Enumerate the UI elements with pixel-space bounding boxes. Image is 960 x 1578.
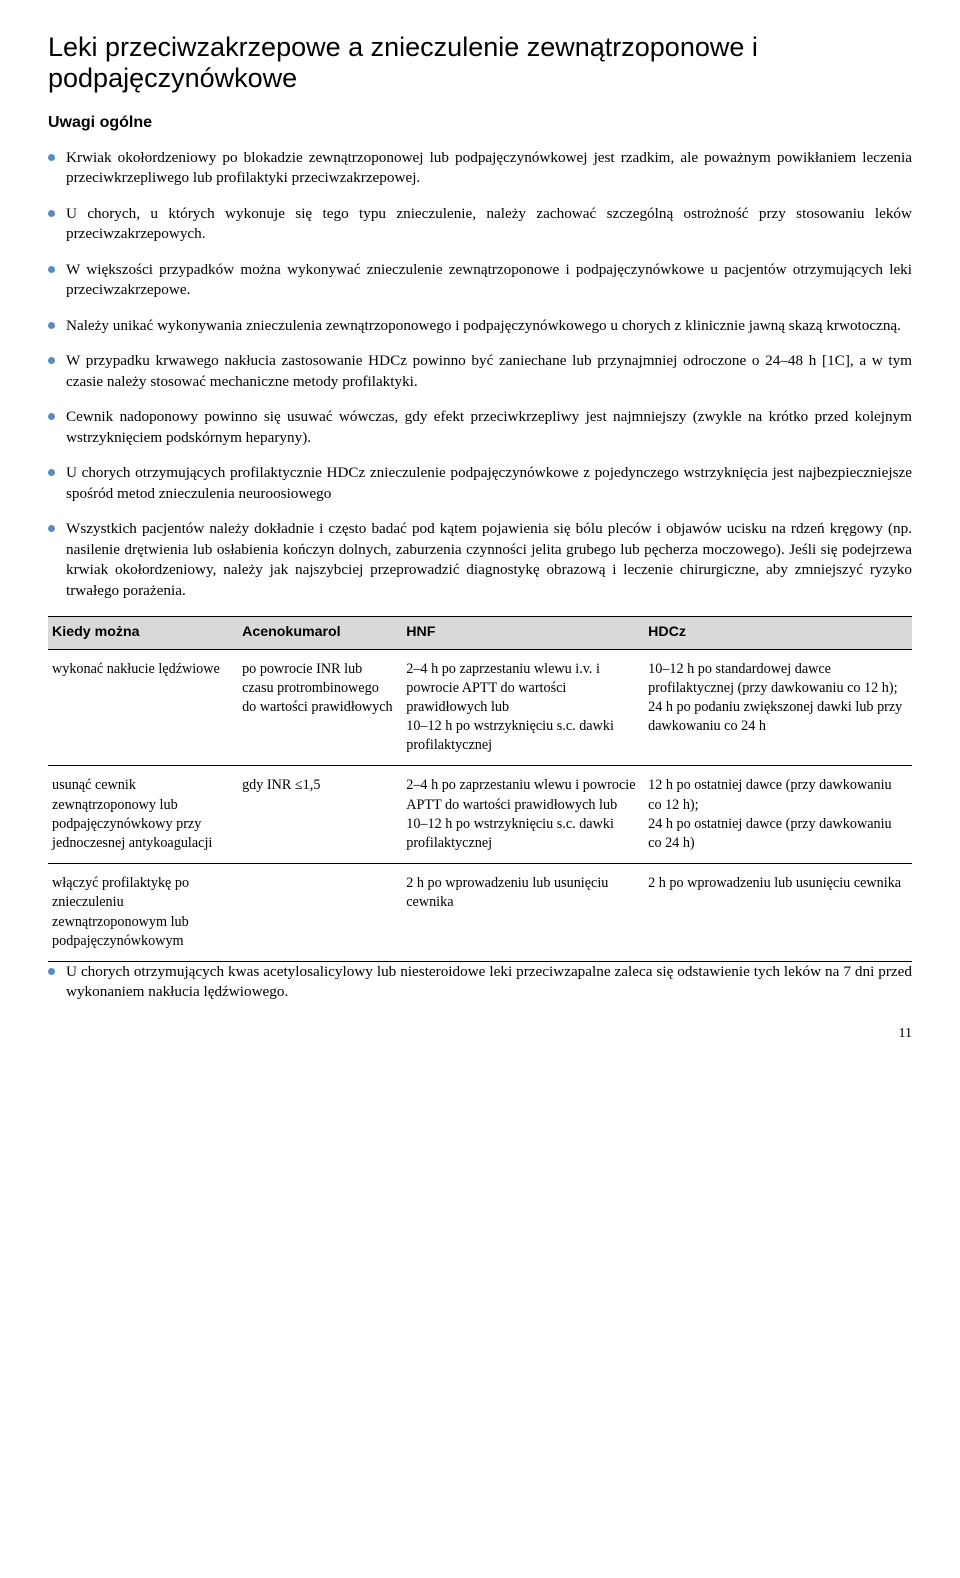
- general-remarks-list: Krwiak okołordzeniowy po blokadzie zewną…: [48, 148, 912, 602]
- table-header: Kiedy można: [48, 617, 238, 649]
- table-cell: po powrocie INR lub czasu protrombinoweg…: [238, 649, 402, 766]
- table-header: HDCz: [644, 617, 912, 649]
- timing-table: Kiedy można Acenokumarol HNF HDCz wykona…: [48, 616, 912, 961]
- list-item: Wszystkich pacjentów należy dokładnie i …: [48, 519, 912, 601]
- list-item: U chorych otrzymujących kwas acetylosali…: [48, 962, 912, 1003]
- table-cell: 2 h po wprowadzeniu lub usunięciu cewnik…: [644, 864, 912, 962]
- table-row: usunąć cewnik zewnątrzoponowy lub podpaj…: [48, 766, 912, 864]
- page-title: Leki przeciwzakrzepowe a znieczulenie ze…: [48, 32, 912, 94]
- table-row: włączyć profilaktykę po znieczuleniu zew…: [48, 864, 912, 962]
- table-cell: [238, 864, 402, 962]
- table-cell: 12 h po ostatniej dawce (przy dawkowaniu…: [644, 766, 912, 864]
- list-item: W większości przypadków można wykonywać …: [48, 260, 912, 301]
- table-cell: 10–12 h po standardowej dawce profilakty…: [644, 649, 912, 766]
- table-header-row: Kiedy można Acenokumarol HNF HDCz: [48, 617, 912, 649]
- section-subheading: Uwagi ogólne: [48, 112, 912, 134]
- list-item: Krwiak okołordzeniowy po blokadzie zewną…: [48, 148, 912, 189]
- list-item: W przypadku krwawego nakłucia zastosowan…: [48, 351, 912, 392]
- list-item: Cewnik nadoponowy powinno się usuwać wów…: [48, 407, 912, 448]
- table-cell: usunąć cewnik zewnątrzoponowy lub podpaj…: [48, 766, 238, 864]
- table-cell: 2 h po wprowadzeniu lub usunięciu cewnik…: [402, 864, 644, 962]
- table-cell: włączyć profilaktykę po znieczuleniu zew…: [48, 864, 238, 962]
- footnote-list: U chorych otrzymujących kwas acetylosali…: [48, 962, 912, 1003]
- list-item: Należy unikać wykonywania znieczulenia z…: [48, 316, 912, 337]
- table-cell: 2–4 h po zaprzestaniu wlewu i powrocie A…: [402, 766, 644, 864]
- table-cell: wykonać nakłucie lędźwiowe: [48, 649, 238, 766]
- table-row: wykonać nakłucie lędźwiowe po powrocie I…: [48, 649, 912, 766]
- list-item: U chorych otrzymujących profilaktycznie …: [48, 463, 912, 504]
- list-item: U chorych, u których wykonuje się tego t…: [48, 204, 912, 245]
- table-cell: 2–4 h po zaprzestaniu wlewu i.v. i powro…: [402, 649, 644, 766]
- page-number: 11: [48, 1025, 912, 1044]
- table-cell: gdy INR ≤1,5: [238, 766, 402, 864]
- table-header: Acenokumarol: [238, 617, 402, 649]
- table-header: HNF: [402, 617, 644, 649]
